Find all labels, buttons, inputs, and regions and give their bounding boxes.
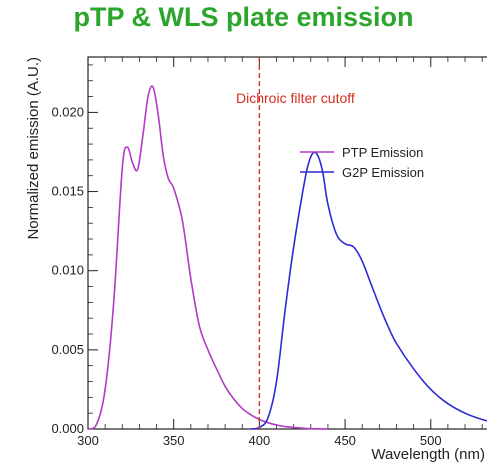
plot-border [87, 56, 487, 430]
y-tick-label: 0.015 [51, 184, 84, 199]
x-tick-label: 350 [163, 433, 185, 448]
x-tick-label: 300 [77, 433, 99, 448]
x-tick-label: 450 [334, 433, 356, 448]
y-tick-label: 0.010 [51, 263, 84, 278]
y-tick-label: 0.005 [51, 342, 84, 357]
g2p-emission-line [250, 151, 487, 430]
legend-entry: PTP Emission [342, 145, 423, 160]
x-tick-label: 500 [420, 433, 442, 448]
legend-entry: G2P Emission [342, 165, 424, 180]
plot-area [87, 56, 487, 430]
ptp-emission-line [87, 85, 328, 430]
y-tick-label: 0.020 [51, 104, 84, 119]
x-axis-label: Wavelength (nm) [371, 446, 485, 463]
cutoff-annotation: Dichroic filter cutoff [236, 90, 355, 106]
y-axis-label: Normalized emission (A.U.) [25, 57, 42, 240]
legend: PTP Emission G2P Emission [300, 145, 424, 180]
series-layer [87, 85, 487, 430]
axis-ticks: 3003504004505005500.0000.0050.0100.0150.… [51, 57, 483, 448]
y-tick-label: 0.000 [51, 421, 84, 436]
annotation-layer: Dichroic filter cutoff [236, 57, 355, 429]
chart-title: pTP & WLS plate emission [73, 2, 414, 32]
x-tick-label: 400 [249, 433, 271, 448]
